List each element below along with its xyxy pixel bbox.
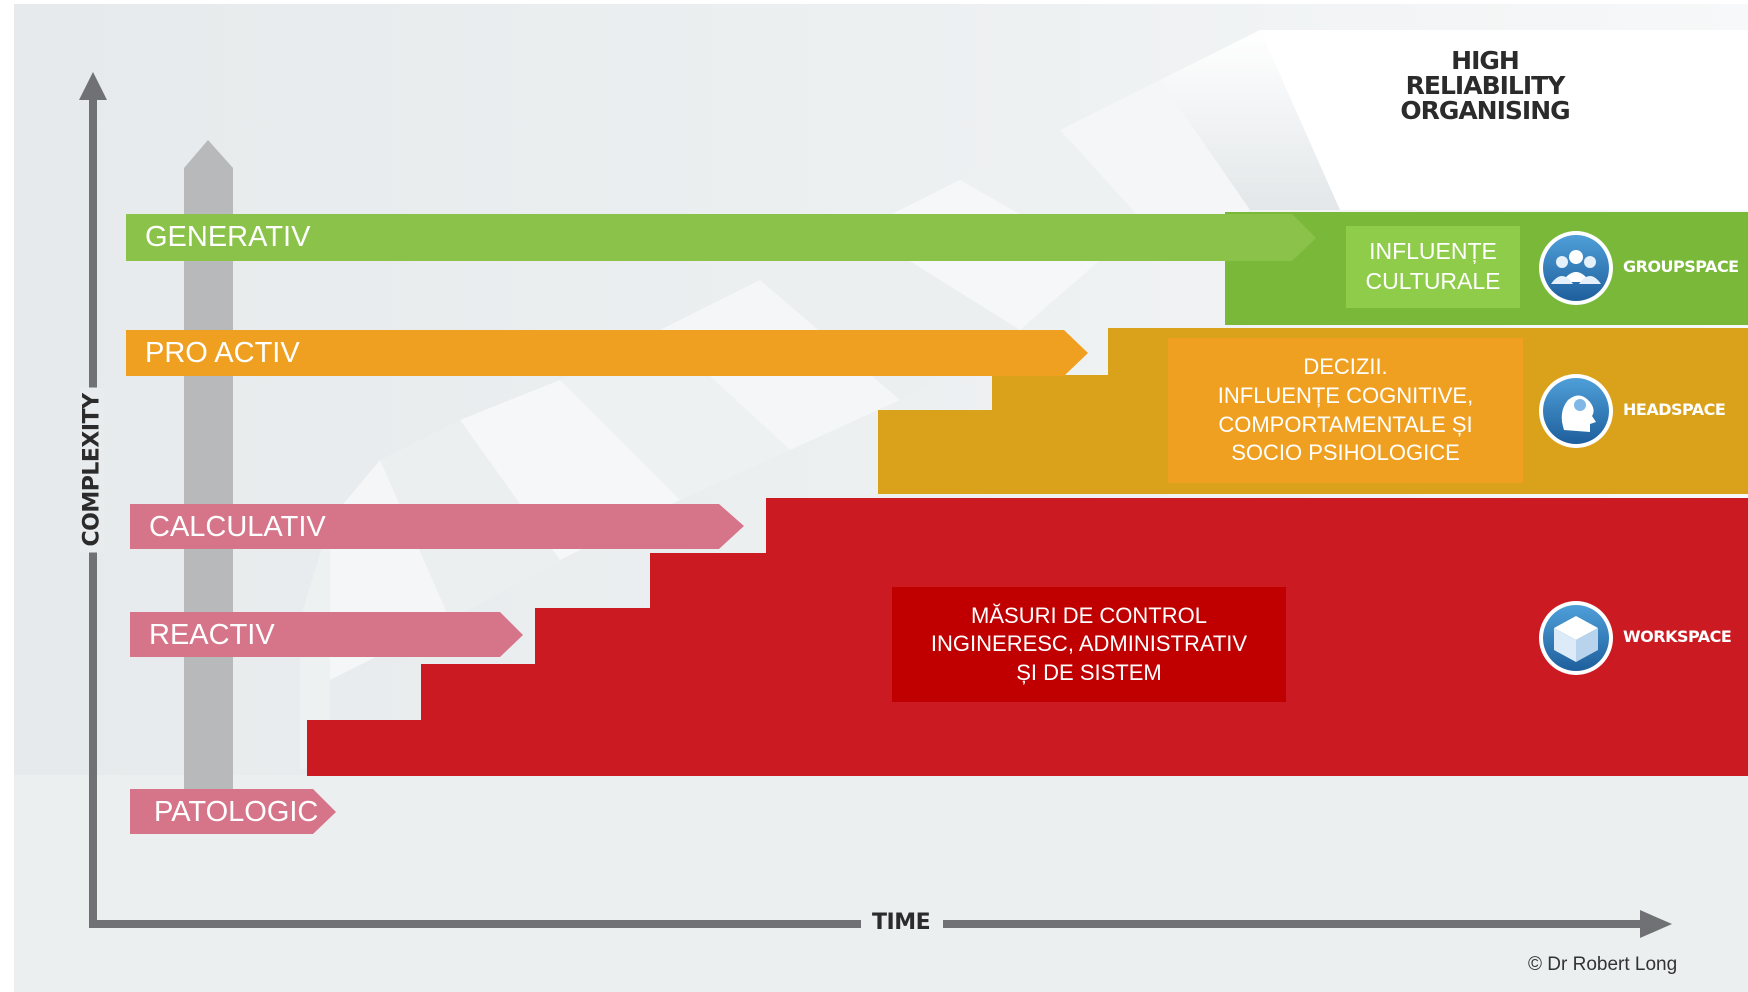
space-label-workspace: WORKSPACE xyxy=(1623,627,1732,646)
box-control: MĂSURI DE CONTROL INGINERESC, ADMINISTRA… xyxy=(892,587,1286,702)
x-axis-label: TIME xyxy=(872,910,931,935)
box-cognitive-line-4: SOCIO PSIHOLOGICE xyxy=(1231,440,1460,466)
tier-label-proactiv: PRO ACTIV xyxy=(145,337,300,369)
tier-label-calculativ: CALCULATIV xyxy=(149,511,326,543)
box-control-line-1: MĂSURI DE CONTROL xyxy=(971,602,1207,628)
title: HIGH RELIABILITY ORGANISING xyxy=(1390,48,1580,123)
groupspace-icon xyxy=(1539,231,1613,305)
space-label-headspace: HEADSPACE xyxy=(1623,400,1726,419)
x-axis-line xyxy=(89,920,861,928)
box-cognitive-bg xyxy=(1168,338,1523,483)
copyright: © Dr Robert Long xyxy=(1528,954,1678,975)
tier-arrow-generativ xyxy=(126,214,1316,261)
headspace-icon xyxy=(1539,374,1613,448)
tier-arrow-patologic xyxy=(130,789,336,834)
x-axis-line-right xyxy=(943,920,1643,928)
box-cognitive: DECIZII. INFLUENȚE COGNITIVE, COMPORTAME… xyxy=(1168,338,1523,483)
tier-label-reactiv: REACTIV xyxy=(149,619,275,651)
y-axis-arrowhead xyxy=(79,72,107,100)
box-control-line-2: INGINERESC, ADMINISTRATIV xyxy=(930,631,1248,657)
y-axis-label: COMPLEXITY xyxy=(79,387,105,553)
box-control-line-3: ȘI DE SISTEM xyxy=(1016,659,1162,685)
box-cognitive-line-1: DECIZII. xyxy=(1303,354,1388,380)
workspace-icon xyxy=(1539,601,1613,675)
box-cultural: INFLUENȚE CULTURALE xyxy=(1346,226,1520,308)
box-cultural-line-2: CULTURALE xyxy=(1365,268,1501,294)
tier-label-patologic: PATOLOGIC xyxy=(154,796,319,828)
box-cognitive-line-3: COMPORTAMENTALE ȘI xyxy=(1218,411,1473,437)
tier-label-generativ: GENERATIV xyxy=(145,221,311,253)
box-cultural-line-1: INFLUENȚE xyxy=(1369,238,1497,265)
box-cognitive-line-2: INFLUENȚE COGNITIVE, xyxy=(1217,382,1474,408)
x-axis-arrowhead xyxy=(1640,910,1672,938)
tier-arrow-calculativ xyxy=(130,504,744,549)
title-line-3: ORGANISING xyxy=(1400,96,1570,125)
title-line-2: RELIABILITY xyxy=(1405,71,1566,100)
box-cultural-bg xyxy=(1346,226,1520,308)
title-line-1: HIGH xyxy=(1451,46,1520,75)
tier-arrow-proactiv xyxy=(126,330,1088,376)
tier-arrow-reactiv xyxy=(130,612,523,657)
space-label-groupspace: GROUPSPACE xyxy=(1623,257,1739,276)
box-control-bg xyxy=(892,587,1286,702)
